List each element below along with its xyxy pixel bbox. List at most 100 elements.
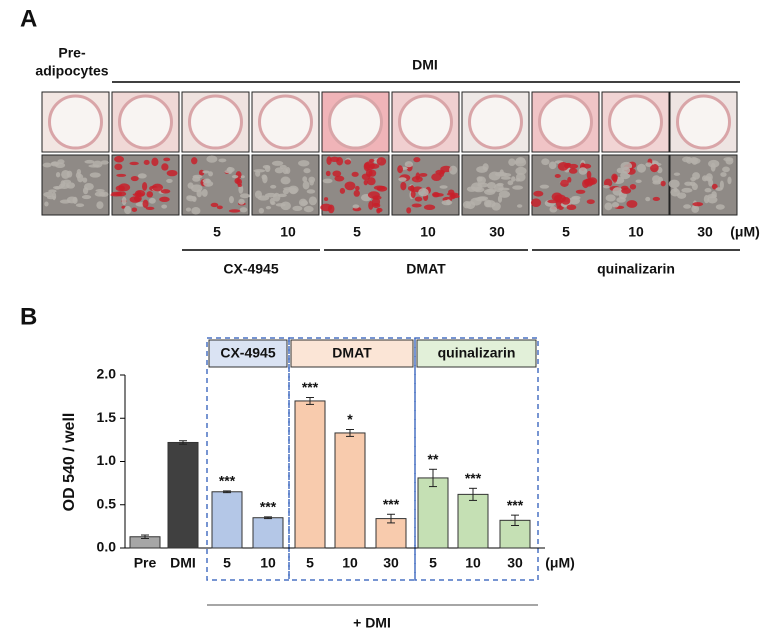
cell <box>604 202 613 211</box>
cell <box>645 162 652 167</box>
cell <box>280 176 291 185</box>
cell <box>650 163 659 173</box>
cell <box>605 194 616 202</box>
cell <box>201 188 208 197</box>
cell <box>502 173 512 177</box>
bar <box>252 517 284 549</box>
cell <box>511 176 516 182</box>
cell <box>228 196 234 204</box>
cell <box>497 195 503 203</box>
cell <box>42 162 52 168</box>
cell <box>432 191 440 198</box>
cell <box>611 173 618 182</box>
significance-label: * <box>347 411 353 427</box>
cell <box>406 207 412 214</box>
cell <box>446 199 451 206</box>
cell <box>566 204 577 211</box>
y-tick-label: 2.0 <box>97 366 117 382</box>
cell <box>439 185 448 189</box>
cell <box>89 172 101 178</box>
significance-label: *** <box>302 379 319 395</box>
cell <box>727 176 732 185</box>
cell <box>498 190 511 198</box>
cell <box>363 162 370 171</box>
group-label: DMAT <box>332 345 372 361</box>
cell <box>43 191 54 198</box>
cell <box>137 173 147 179</box>
cell <box>151 157 159 167</box>
cell <box>477 196 489 201</box>
cell <box>449 165 458 175</box>
cell <box>361 173 371 181</box>
cell <box>208 171 214 177</box>
cell <box>344 181 356 191</box>
cell <box>264 165 271 173</box>
cell <box>270 184 277 189</box>
cell <box>705 173 713 182</box>
group-header <box>416 339 537 368</box>
cell <box>238 184 244 194</box>
cell <box>508 158 516 166</box>
cell <box>612 187 623 196</box>
images <box>41 91 738 216</box>
cell <box>210 202 219 208</box>
cell <box>431 173 442 182</box>
unit-label: (μM) <box>730 224 760 240</box>
cell <box>76 169 82 175</box>
significance-label: *** <box>465 470 482 486</box>
group-label: quinalizarin <box>597 261 675 277</box>
cell <box>129 196 141 203</box>
cell <box>84 159 95 164</box>
cell <box>376 207 383 213</box>
cell <box>302 181 310 190</box>
cell <box>719 180 724 190</box>
bar <box>167 441 199 549</box>
significance-label: *** <box>507 497 524 513</box>
cell <box>515 166 527 175</box>
cell <box>423 204 436 211</box>
cell <box>564 162 571 169</box>
bar <box>375 518 407 549</box>
cell <box>681 187 693 193</box>
cell <box>722 166 730 173</box>
cell <box>231 174 239 179</box>
cell <box>191 207 201 215</box>
cell <box>66 170 73 178</box>
dish-well <box>48 94 103 150</box>
x-tick-label: 10 <box>342 555 358 571</box>
cell <box>376 157 387 166</box>
cell <box>148 197 156 204</box>
cell <box>708 159 720 168</box>
y-tick-label: 0.0 <box>97 539 117 555</box>
cell <box>130 175 139 182</box>
cell <box>332 170 342 177</box>
y-tick-label: 1.0 <box>97 452 117 468</box>
cell <box>302 176 308 183</box>
cell <box>166 178 173 183</box>
cell <box>300 200 309 206</box>
cell <box>75 203 85 208</box>
cell <box>186 195 197 202</box>
x-tick-label: 30 <box>507 555 523 571</box>
cell <box>218 158 227 163</box>
cell <box>306 189 316 194</box>
cell <box>439 170 445 177</box>
cell <box>611 201 620 208</box>
cell <box>114 155 125 163</box>
cell <box>530 198 542 207</box>
bar <box>334 432 366 549</box>
cell <box>560 179 569 187</box>
cell <box>262 174 268 184</box>
cell <box>493 183 504 193</box>
group-box <box>414 337 539 581</box>
cell <box>116 173 127 177</box>
dish-well <box>398 94 453 150</box>
cell <box>239 193 250 199</box>
cell <box>159 196 170 203</box>
cell <box>277 193 287 198</box>
cell-image <box>669 154 738 216</box>
cell <box>376 185 388 192</box>
cell <box>121 196 127 206</box>
cell <box>720 172 727 177</box>
cell <box>571 195 581 200</box>
